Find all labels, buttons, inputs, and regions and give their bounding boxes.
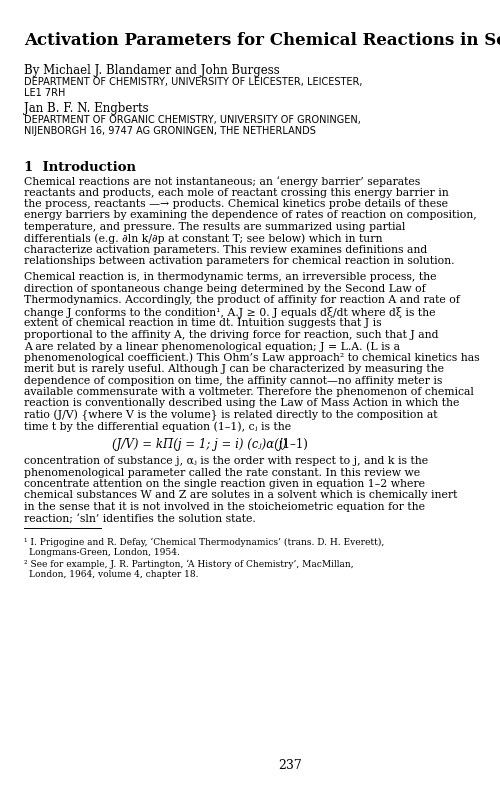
- Text: characterize activation parameters. This review examines definitions and: characterize activation parameters. This…: [24, 245, 427, 255]
- Text: ² See for example, J. R. Partington, ‘A History of Chemistry’, MacMillan,: ² See for example, J. R. Partington, ‘A …: [24, 560, 354, 569]
- Text: NIJENBORGH 16, 9747 AG GRONINGEN, THE NETHERLANDS: NIJENBORGH 16, 9747 AG GRONINGEN, THE NE…: [24, 126, 316, 136]
- Text: Chemical reactions are not instantaneous; an ‘energy barrier’ separates: Chemical reactions are not instantaneous…: [24, 176, 420, 187]
- Text: energy barriers by examining the dependence of rates of reaction on composition,: energy barriers by examining the depende…: [24, 210, 477, 221]
- Text: Chemical reaction is, in thermodynamic terms, an irreversible process, the: Chemical reaction is, in thermodynamic t…: [24, 272, 437, 282]
- Text: ¹ I. Prigogine and R. Defay, ‘Chemical Thermodynamics’ (trans. D. H. Everett),: ¹ I. Prigogine and R. Defay, ‘Chemical T…: [24, 538, 384, 547]
- Text: 1  Introduction: 1 Introduction: [24, 161, 136, 174]
- Text: LE1 7RH: LE1 7RH: [24, 88, 66, 98]
- Text: concentrate attention on the single reaction given in equation 1–2 where: concentrate attention on the single reac…: [24, 479, 425, 489]
- Text: phenomenological coefficient.) This Ohm’s Law approach² to chemical kinetics has: phenomenological coefficient.) This Ohm’…: [24, 353, 480, 363]
- Text: reactants and products, each mole of reactant crossing this energy barrier in: reactants and products, each mole of rea…: [24, 188, 449, 197]
- Text: (J/V) = kΠ(j = 1; j = i) (cⱼ)α(j): (J/V) = kΠ(j = 1; j = i) (cⱼ)α(j): [112, 438, 286, 451]
- Text: (1–1): (1–1): [278, 438, 308, 451]
- Text: A are related by a linear phenomenological equation; J = L.A. (L is a: A are related by a linear phenomenologic…: [24, 341, 400, 351]
- Text: the process, reactants —→ products. Chemical kinetics probe details of these: the process, reactants —→ products. Chem…: [24, 199, 448, 209]
- Text: phenomenological parameter called the rate constant. In this review we: phenomenological parameter called the ra…: [24, 468, 420, 477]
- Text: proportional to the affinity A, the driving force for reaction, such that J and: proportional to the affinity A, the driv…: [24, 330, 439, 339]
- Text: reaction is conventionally described using the Law of Mass Action in which the: reaction is conventionally described usi…: [24, 399, 460, 408]
- Text: Activation Parameters for Chemical Reactions in Solution: Activation Parameters for Chemical React…: [24, 32, 500, 49]
- Text: time t by the differential equation (1–1), cⱼ is the: time t by the differential equation (1–1…: [24, 422, 291, 432]
- Text: chemical substances W and Z are solutes in a solvent which is chemically inert: chemical substances W and Z are solutes …: [24, 491, 458, 500]
- Text: ratio (J/V) {where V is the volume} is related directly to the composition at: ratio (J/V) {where V is the volume} is r…: [24, 410, 438, 421]
- Text: concentration of substance j, αⱼ is the order with respect to j, and k is the: concentration of substance j, αⱼ is the …: [24, 456, 428, 466]
- Text: temperature, and pressure. The results are summarized using partial: temperature, and pressure. The results a…: [24, 222, 406, 232]
- Text: Longmans-Green, London, 1954.: Longmans-Green, London, 1954.: [30, 548, 180, 557]
- Text: available commensurate with a voltmeter. Therefore the phenomenon of chemical: available commensurate with a voltmeter.…: [24, 387, 474, 397]
- Text: change J conforms to the condition¹, A.J ≥ 0. J equals dξ/dt where dξ is the: change J conforms to the condition¹, A.J…: [24, 306, 436, 318]
- Text: Jan B. F. N. Engberts: Jan B. F. N. Engberts: [24, 102, 149, 115]
- Text: in the sense that it is not involved in the stoicheiometric equation for the: in the sense that it is not involved in …: [24, 502, 425, 512]
- Text: Thermodynamics. Accordingly, the product of affinity for reaction A and rate of: Thermodynamics. Accordingly, the product…: [24, 295, 460, 305]
- Text: 237: 237: [278, 759, 302, 772]
- Text: differentials (e.g. ∂ln k/∂p at constant T; see below) which in turn: differentials (e.g. ∂ln k/∂p at constant…: [24, 233, 383, 244]
- Text: extent of chemical reaction in time dt. Intuition suggests that J is: extent of chemical reaction in time dt. …: [24, 318, 382, 328]
- Text: relationships between activation parameters for chemical reaction in solution.: relationships between activation paramet…: [24, 257, 455, 266]
- Text: DEPARTMENT OF CHEMISTRY, UNIVERSITY OF LEICESTER, LEICESTER,: DEPARTMENT OF CHEMISTRY, UNIVERSITY OF L…: [24, 77, 363, 87]
- Text: direction of spontaneous change being determined by the Second Law of: direction of spontaneous change being de…: [24, 283, 426, 294]
- Text: London, 1964, volume 4, chapter 18.: London, 1964, volume 4, chapter 18.: [30, 570, 199, 579]
- Text: merit but is rarely useful. Although J can be characterized by measuring the: merit but is rarely useful. Although J c…: [24, 364, 444, 374]
- Text: By Michael J. Blandamer and John Burgess: By Michael J. Blandamer and John Burgess: [24, 64, 280, 77]
- Text: reaction; ‘sln’ identifies the solution state.: reaction; ‘sln’ identifies the solution …: [24, 513, 256, 524]
- Text: dependence of composition on time, the affinity cannot—no affinity meter is: dependence of composition on time, the a…: [24, 375, 442, 386]
- Text: DEPARTMENT OF ORGANIC CHEMISTRY, UNIVERSITY OF GRONINGEN,: DEPARTMENT OF ORGANIC CHEMISTRY, UNIVERS…: [24, 115, 361, 125]
